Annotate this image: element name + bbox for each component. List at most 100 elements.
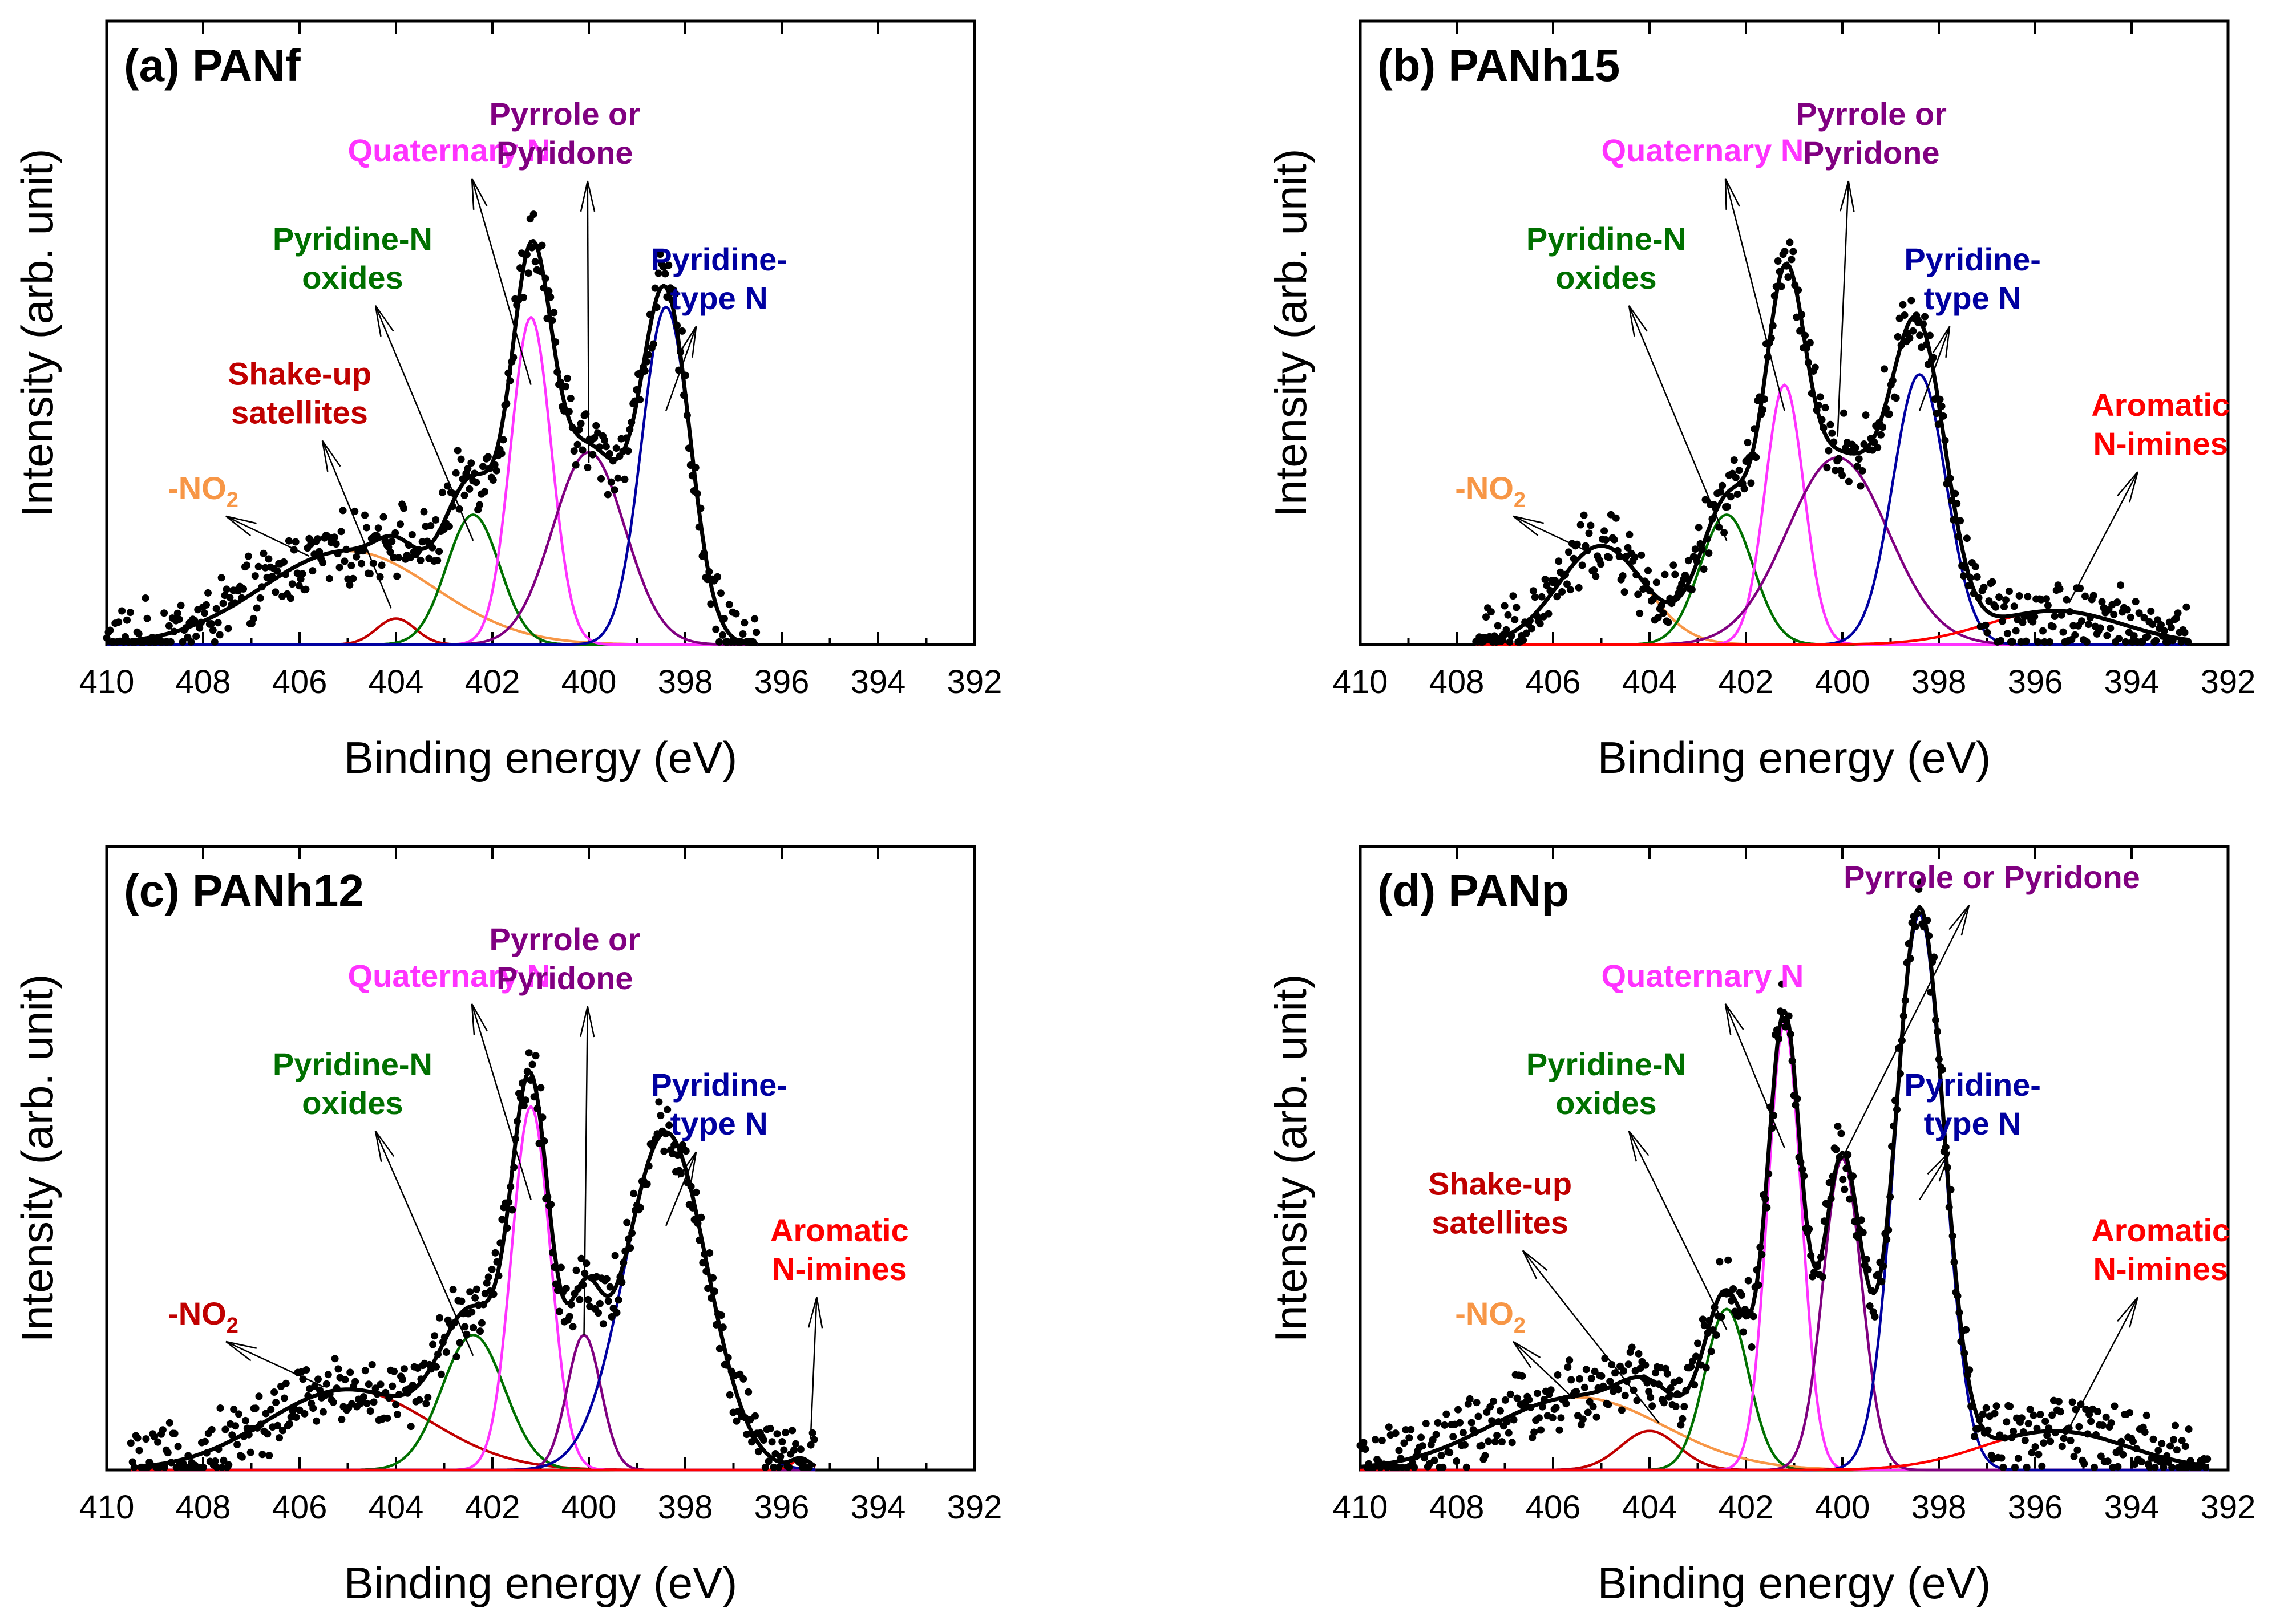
annotation-arrow [471, 178, 532, 385]
data-point [572, 1266, 580, 1274]
data-point [245, 1431, 253, 1439]
data-point [390, 1367, 398, 1375]
data-point [2098, 598, 2106, 606]
data-point [739, 630, 747, 638]
data-point [552, 1280, 560, 1288]
annotation-arrow [2068, 471, 2138, 604]
data-point [1700, 565, 1708, 573]
data-point [1692, 1352, 1700, 1360]
data-point [557, 1263, 565, 1271]
data-point [2018, 1414, 2026, 1422]
data-point [2055, 1398, 2063, 1406]
data-point [2202, 1463, 2210, 1471]
data-point [359, 1393, 367, 1401]
data-point [568, 424, 576, 431]
data-point [1785, 1012, 1793, 1020]
data-point [1804, 359, 1812, 366]
x-tick-label: 396 [2008, 663, 2063, 700]
data-point [1541, 576, 1549, 584]
data-point [1788, 256, 1796, 264]
label-pyridine-n-oxides: Pyridine-N [273, 221, 432, 257]
data-point [1705, 549, 1713, 557]
data-point [674, 1151, 681, 1159]
data-point [1773, 1026, 1781, 1034]
data-point [311, 1382, 319, 1390]
data-point [1703, 535, 1711, 543]
data-point [1906, 954, 1914, 962]
data-point [1604, 1400, 1612, 1408]
data-point [417, 1375, 425, 1383]
data-point [1988, 578, 1996, 586]
x-tick-label: 394 [2104, 1489, 2160, 1526]
data-point [1735, 1312, 1742, 1320]
data-point [338, 1415, 346, 1423]
data-point [641, 367, 649, 375]
data-point [1529, 587, 1537, 595]
data-point [505, 1198, 513, 1206]
data-point [1462, 1463, 1470, 1471]
data-point [1925, 932, 1933, 940]
data-point [696, 1236, 704, 1244]
data-point [435, 548, 443, 556]
data-point [397, 520, 405, 528]
data-point [391, 529, 399, 537]
data-point [118, 607, 126, 615]
data-point [1780, 1016, 1788, 1023]
data-point [597, 475, 605, 483]
data-point [715, 638, 723, 646]
data-point [452, 469, 460, 477]
data-point [1677, 1421, 1685, 1429]
data-point [565, 1313, 573, 1321]
x-tick-label: 404 [369, 1489, 424, 1526]
data-point [115, 618, 123, 626]
data-point [314, 535, 322, 543]
data-point [2184, 638, 2192, 646]
data-point [1430, 1456, 1438, 1464]
label-line2: type N [1924, 1105, 2022, 1141]
data-point [333, 1384, 341, 1392]
data-point [335, 564, 343, 572]
data-point [365, 1380, 373, 1388]
data-point [1576, 1375, 1583, 1383]
data-point [1503, 1418, 1511, 1426]
data-point [1453, 1457, 1461, 1465]
data-point [1663, 1370, 1671, 1378]
data-point [603, 1275, 611, 1283]
data-point [1566, 1356, 1574, 1364]
data-point [265, 1452, 273, 1460]
data-point [605, 449, 613, 457]
data-point [1707, 1347, 1715, 1355]
data-point [1821, 404, 1829, 412]
data-point [400, 1365, 408, 1373]
data-point [339, 507, 347, 515]
data-point [537, 1084, 545, 1092]
data-point [521, 1096, 529, 1104]
data-point [1754, 1281, 1762, 1289]
label-line2: type N [1924, 280, 2022, 316]
data-point [1645, 1388, 1653, 1395]
annotation-arrow [225, 1340, 324, 1388]
x-tick-label: 392 [947, 1489, 1002, 1526]
data-point [264, 1430, 272, 1438]
data-point [490, 1290, 498, 1298]
data-point [1885, 1226, 1893, 1234]
data-point [1857, 1216, 1865, 1224]
data-point [683, 411, 691, 419]
data-point [1889, 376, 1897, 384]
data-point [792, 1440, 799, 1448]
data-point [1535, 1414, 1543, 1422]
data-point [459, 475, 467, 483]
data-point [621, 475, 629, 483]
data-point [516, 264, 524, 272]
data-point [1618, 1406, 1626, 1414]
data-point [745, 1388, 753, 1396]
data-point [1404, 1463, 1412, 1471]
data-point [2147, 608, 2155, 615]
data-point [1487, 608, 1495, 616]
data-point [223, 585, 231, 593]
data-point [434, 557, 442, 565]
data-point [1602, 536, 1610, 544]
data-point [436, 1314, 443, 1322]
x-tick-label: 396 [754, 1489, 810, 1526]
data-point [2181, 629, 2189, 637]
